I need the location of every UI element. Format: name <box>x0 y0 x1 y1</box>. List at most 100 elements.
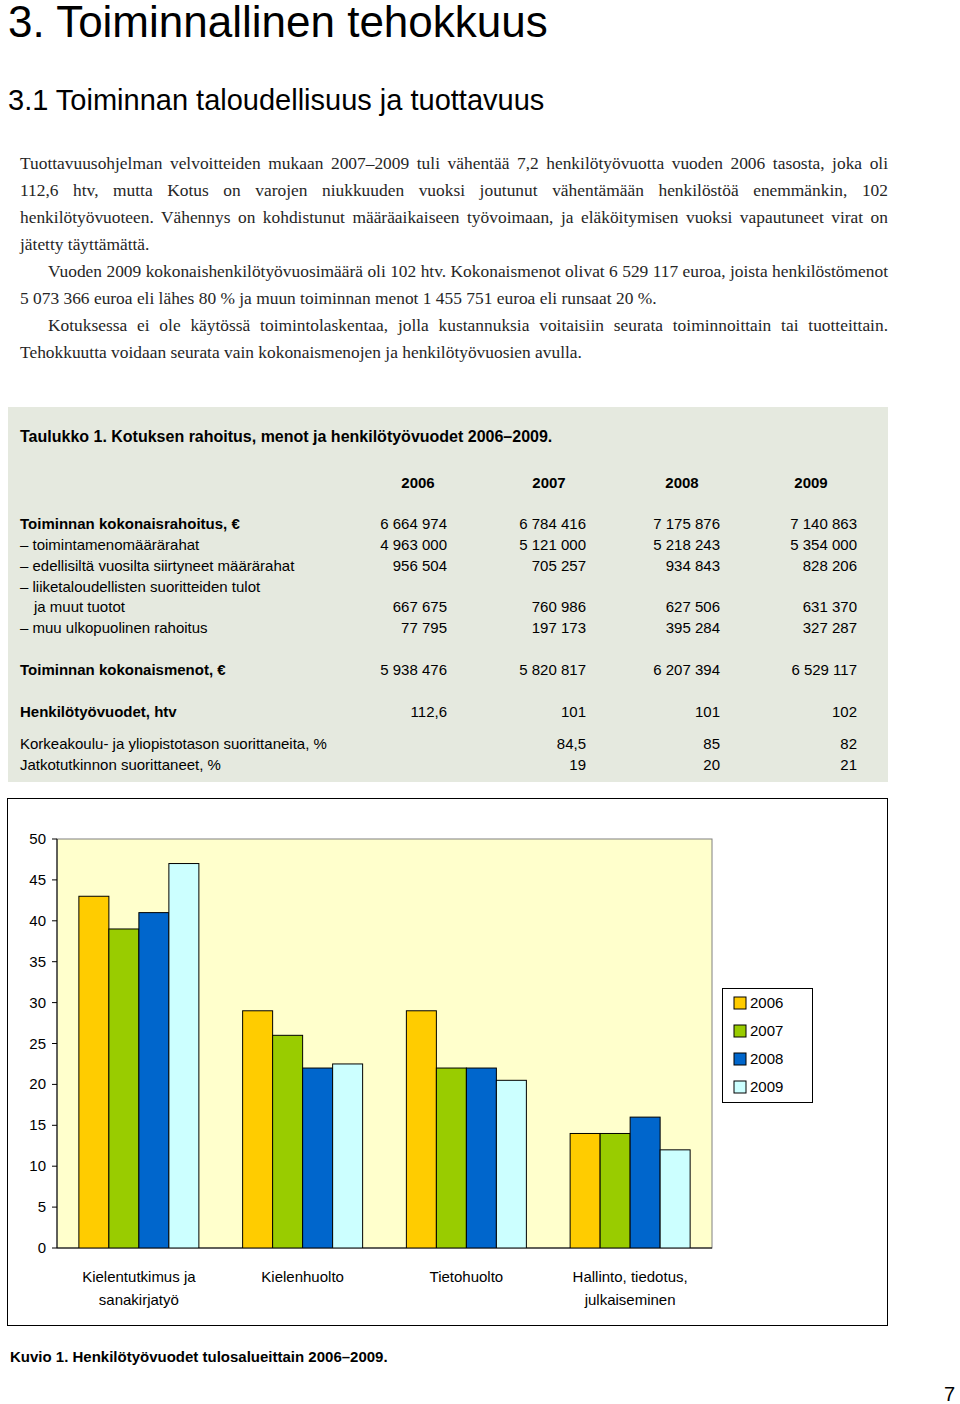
table-column-header: 2008 <box>632 473 732 493</box>
y-tick-label: 20 <box>29 1075 46 1092</box>
legend-box <box>723 989 813 1103</box>
table-row-label: Jatkotutkinnon suorittaneet, % <box>20 755 221 775</box>
legend-swatch <box>734 1053 746 1065</box>
table-cell: 84,5 <box>446 734 586 754</box>
table-row-label: – edellisiltä vuosilta siirtyneet määrär… <box>20 556 294 576</box>
bar <box>273 1035 303 1248</box>
y-tick <box>52 1166 57 1167</box>
table-cell: 631 370 <box>717 597 857 617</box>
y-tick-label: 45 <box>29 871 46 888</box>
legend-swatch <box>734 1081 746 1093</box>
legend-label: 2009 <box>750 1078 783 1095</box>
y-tick <box>52 1084 57 1085</box>
y-tick <box>52 1125 57 1126</box>
table-cell: 20 <box>580 755 720 775</box>
y-tick <box>52 879 57 880</box>
table-cell: 7 175 876 <box>580 514 720 534</box>
table-cell: 956 504 <box>307 556 447 576</box>
y-tick <box>52 1043 57 1044</box>
paragraph: Kotuksessa ei ole käytössä toimintolaske… <box>20 312 888 366</box>
bar <box>570 1133 600 1248</box>
chart-caption: Kuvio 1. Henkilötyövuodet tulosalueittai… <box>10 1347 388 1367</box>
table-row-label: Henkilötyövuodet, htv <box>20 702 177 722</box>
table-cell: 7 140 863 <box>717 514 857 534</box>
table-cell: 19 <box>446 755 586 775</box>
table-row-label: – muu ulkopuolinen rahoitus <box>20 618 208 638</box>
page: 3. Toiminnallinen tehokkuus 3.1 Toiminnan… <box>0 0 960 1404</box>
bar <box>496 1080 526 1248</box>
bar <box>333 1064 363 1248</box>
table-column-header: 2006 <box>368 473 468 493</box>
bar <box>303 1068 333 1248</box>
bar <box>436 1068 466 1248</box>
bars <box>79 864 690 1248</box>
bar <box>660 1150 690 1248</box>
paragraph: Tuottavuusohjelman velvoitteiden mukaan … <box>20 150 888 258</box>
table-cell: 667 675 <box>307 597 447 617</box>
table-cell: 77 795 <box>307 618 447 638</box>
table-cell: 5 354 000 <box>717 535 857 555</box>
legend-swatch <box>734 1025 746 1037</box>
table-row-label: ja muut tuotot <box>20 597 125 617</box>
bar <box>466 1068 496 1248</box>
table-cell: 112,6 <box>307 702 447 722</box>
legend-label: 2008 <box>750 1050 783 1067</box>
page-title: 3. Toiminnallinen tehokkuus <box>8 0 548 50</box>
bar <box>169 864 199 1248</box>
table-cell: 6 529 117 <box>717 660 857 680</box>
table-cell: 102 <box>717 702 857 722</box>
table-row-label: Toiminnan kokonaisrahoitus, € <box>20 514 240 534</box>
table-cell: 5 938 476 <box>307 660 447 680</box>
y-tick-label: 50 <box>29 830 46 847</box>
table-cell: 5 121 000 <box>446 535 586 555</box>
table-row-label: Korkeakoulu- ja yliopistotason suorittan… <box>20 734 327 754</box>
y-axis <box>57 839 58 1248</box>
y-tick-label: 25 <box>29 1035 46 1052</box>
table-cell: 82 <box>717 734 857 754</box>
x-tick-label: Kielenhuolto <box>227 1265 379 1288</box>
y-tick <box>52 961 57 962</box>
bar <box>79 896 109 1248</box>
table-row-label: – liiketaloudellisten suoritteiden tulot <box>20 577 260 597</box>
chart-frame <box>8 799 888 1326</box>
bar <box>630 1117 660 1248</box>
table-cell: 6 207 394 <box>580 660 720 680</box>
table-cell: 828 206 <box>717 556 857 576</box>
table-cell: 197 173 <box>446 618 586 638</box>
y-tick <box>52 920 57 921</box>
table-cell: 85 <box>580 734 720 754</box>
x-tick-label: Tietohuolto <box>390 1265 542 1288</box>
chart: 051015202530354045502006200720082009 <box>0 0 960 1404</box>
y-tick-label: 30 <box>29 994 46 1011</box>
y-tick <box>52 839 57 840</box>
body-text: Tuottavuusohjelman velvoitteiden mukaan … <box>20 150 888 366</box>
table-column-header: 2009 <box>761 473 861 493</box>
table-cell: 101 <box>580 702 720 722</box>
table-cell: 627 506 <box>580 597 720 617</box>
legend-label: 2006 <box>750 994 783 1011</box>
table-title: Taulukko 1. Kotuksen rahoitus, menot ja … <box>20 427 552 447</box>
y-tick-label: 15 <box>29 1116 46 1133</box>
table-cell: 101 <box>446 702 586 722</box>
x-tick-label: Hallinto, tiedotus, julkaiseminen <box>554 1265 706 1311</box>
y-tick <box>52 1207 57 1208</box>
y-tick-label: 0 <box>38 1239 46 1256</box>
table-row-label: Toiminnan kokonaismenot, € <box>20 660 226 680</box>
section-title: 3.1 Toiminnan taloudellisuus ja tuottavu… <box>8 82 544 118</box>
table-cell: 5 820 817 <box>446 660 586 680</box>
y-tick-label: 35 <box>29 953 46 970</box>
y-tick <box>52 1002 57 1003</box>
bar <box>139 913 169 1248</box>
table-cell: 934 843 <box>580 556 720 576</box>
table-cell: 5 218 243 <box>580 535 720 555</box>
table-column-header: 2007 <box>499 473 599 493</box>
table-cell: 705 257 <box>446 556 586 576</box>
y-tick <box>52 1248 57 1249</box>
table-cell: 6 664 974 <box>307 514 447 534</box>
paragraph: Vuoden 2009 kokonaishenkilötyövuosimäärä… <box>20 258 888 312</box>
table-cell: 327 287 <box>717 618 857 638</box>
table-cell: 395 284 <box>580 618 720 638</box>
table-cell: 4 963 000 <box>307 535 447 555</box>
table-cell: 6 784 416 <box>446 514 586 534</box>
bar <box>406 1011 436 1248</box>
